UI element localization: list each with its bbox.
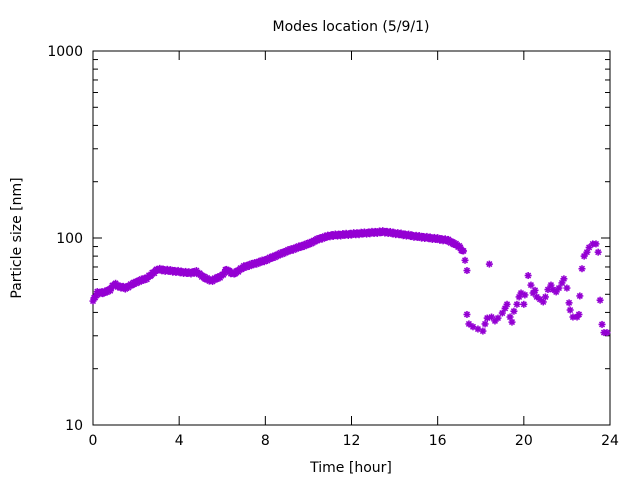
x-tick-label: 12: [343, 433, 361, 449]
y-tick-label: 100: [56, 231, 83, 247]
data-point: [592, 240, 600, 248]
x-tick-label: 8: [261, 433, 270, 449]
x-tick-label: 24: [601, 433, 619, 449]
y-tick-label: 10: [65, 418, 83, 434]
data-point: [560, 275, 568, 283]
data-point: [508, 318, 516, 326]
data-point: [520, 300, 528, 308]
data-point: [598, 320, 606, 328]
data-point: [575, 310, 583, 318]
data-point: [541, 293, 549, 301]
data-point: [510, 307, 518, 315]
data-point: [555, 284, 563, 292]
data-point: [594, 248, 602, 256]
data-point: [479, 327, 487, 335]
data-point: [580, 252, 588, 260]
data-point: [563, 284, 571, 292]
data-point: [485, 260, 493, 268]
data-point: [481, 320, 489, 328]
x-tick-label: 16: [429, 433, 447, 449]
data-point: [521, 291, 529, 299]
x-tick-label: 4: [175, 433, 184, 449]
x-axis-label: Time [hour]: [309, 460, 392, 476]
x-tick-label: 0: [89, 433, 98, 449]
data-point: [463, 267, 471, 275]
data-point: [603, 329, 611, 337]
data-point: [494, 314, 502, 322]
y-tick-label: 1000: [47, 44, 83, 60]
data-point: [527, 281, 535, 289]
data-point: [498, 309, 506, 317]
data-point: [596, 296, 604, 304]
data-point: [463, 310, 471, 318]
y-axis-label: Particle size [nm]: [9, 177, 25, 298]
chart-title: Modes location (5/9/1): [273, 19, 430, 35]
data-point: [566, 306, 574, 314]
data-point: [576, 292, 584, 300]
data-point: [461, 256, 469, 264]
data-point: [585, 243, 593, 251]
data-point: [578, 265, 586, 273]
data-point: [513, 300, 521, 308]
data-point: [503, 300, 511, 308]
x-tick-label: 20: [515, 433, 533, 449]
data-point: [531, 286, 539, 294]
data-point: [565, 299, 573, 307]
data-point: [524, 272, 532, 280]
data-point: [460, 247, 468, 255]
